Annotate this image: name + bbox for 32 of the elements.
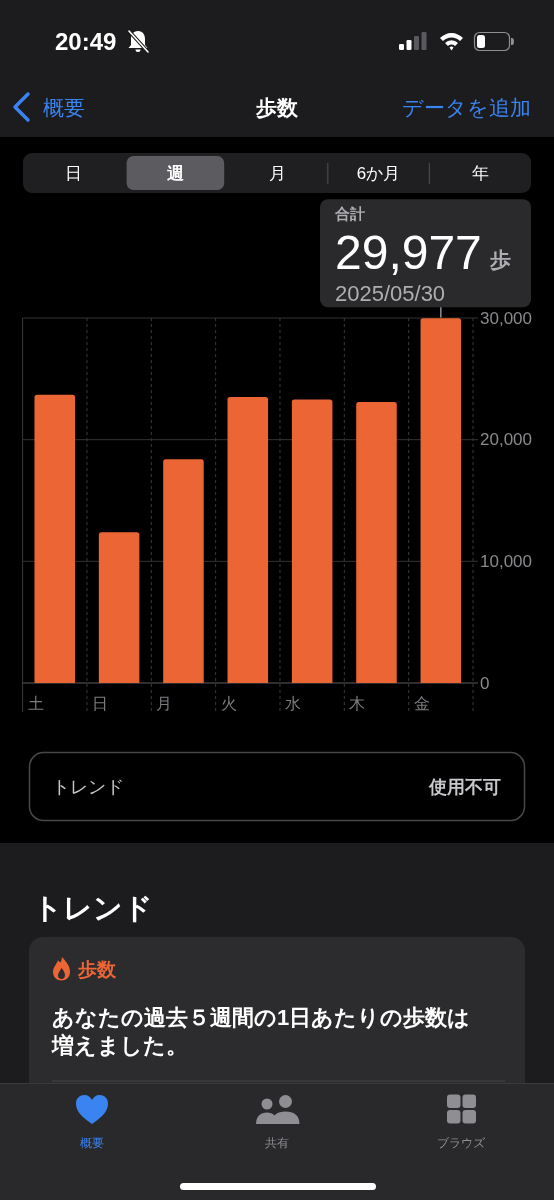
x-tick-label: 金 (413, 694, 430, 712)
text: 歩数 (77, 958, 117, 980)
x-tick-label: 木 (349, 694, 366, 712)
y-tick-label: 20,000 (480, 430, 532, 450)
text: 20:49 (55, 27, 117, 55)
x-tick-label: 水 (284, 694, 301, 712)
text: あなたの過去５週間の1日あたりの歩数は増えました。 (52, 1004, 472, 1060)
text: 使用不可 (428, 777, 501, 797)
y-tick-label: 10,000 (480, 551, 532, 571)
x-tick-label: 月 (156, 694, 173, 712)
text: データを追加 (402, 95, 531, 119)
text: トレンド (33, 892, 153, 924)
text: 年 (471, 163, 489, 183)
y-tick-label: 0 (480, 673, 490, 693)
text: 日 (65, 163, 83, 183)
text: 月 (268, 163, 286, 183)
x-tick-label: 土 (27, 694, 44, 712)
text: トレンド (52, 777, 124, 797)
text: 週 (165, 163, 184, 183)
text: 6か月 (356, 163, 401, 183)
chart-title: 歩数 (255, 95, 299, 119)
text: 共有 (265, 1136, 289, 1150)
y-tick-label: 30,000 (480, 308, 532, 328)
text: 概要 (80, 1136, 104, 1150)
x-tick-label: 火 (220, 694, 237, 712)
text: 2025/05/30 (335, 280, 446, 306)
text: 歩 (488, 247, 511, 271)
text: 合計 (334, 204, 365, 222)
data-label: 29,977 (335, 225, 482, 279)
text: ブラウズ (437, 1136, 486, 1150)
x-tick-label: 日 (91, 694, 108, 712)
text: 概要 (43, 95, 85, 119)
